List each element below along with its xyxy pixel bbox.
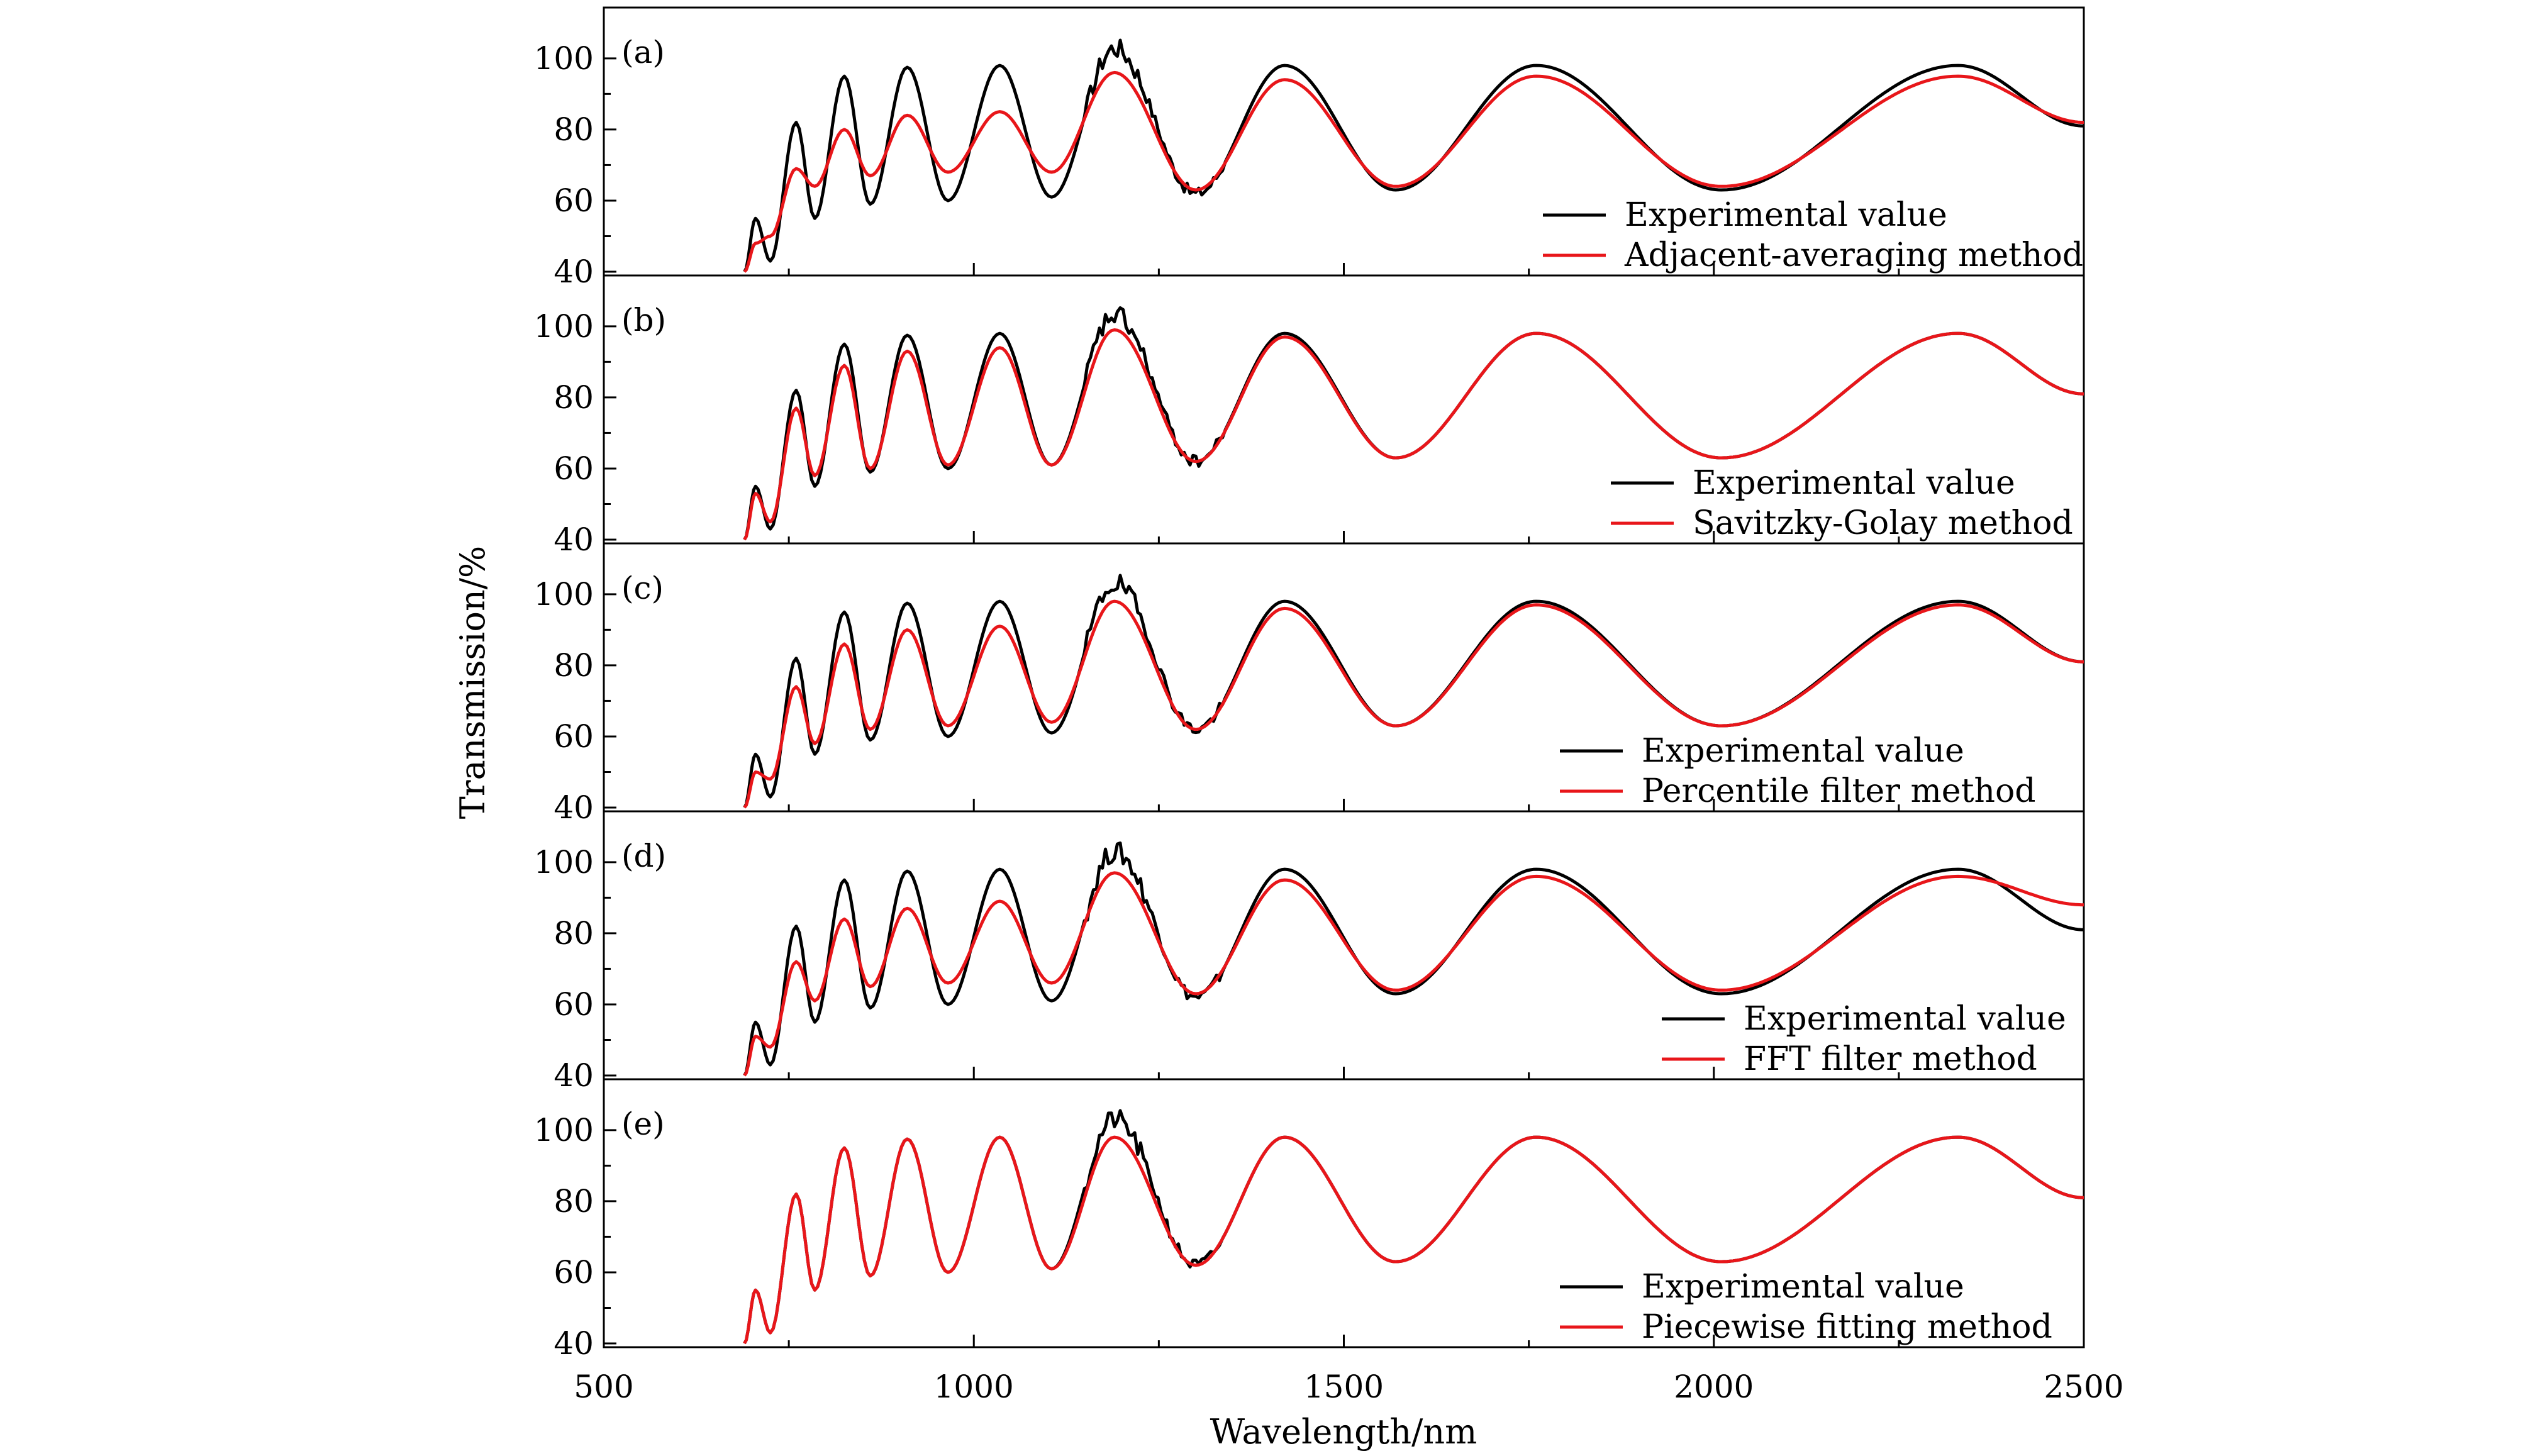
- legend-experimental-label: Experimental value: [1744, 1000, 2066, 1038]
- panel-frame: [603, 1078, 2085, 1348]
- y-tick-label: 40: [554, 789, 594, 826]
- panel-frame: [603, 6, 2085, 277]
- legend-fit-label: Piecewise fitting method: [1642, 1308, 2052, 1346]
- x-tick-label: 1500: [1304, 1369, 1384, 1405]
- series-fit-line: [743, 328, 2084, 541]
- series-fit-line: [743, 871, 2084, 1077]
- legend-fit-label: Savitzky-Golay method: [1693, 504, 2073, 542]
- series-fit-line: [743, 70, 2084, 273]
- panel-1: 40 60 80 100 (a) Experimental valueAdjacent-a…: [534, 6, 2085, 290]
- panel-frame: [603, 274, 2085, 545]
- y-tick-label: 60: [554, 718, 594, 755]
- y-tick-label: 80: [554, 379, 594, 416]
- panel-frame: [603, 810, 2085, 1081]
- legend-fit-label: Percentile filter method: [1642, 772, 2036, 810]
- series-fit-line: [743, 599, 2084, 809]
- y-tick-label: 40: [554, 253, 594, 290]
- legend-experimental-label: Experimental value: [1625, 196, 1947, 234]
- y-tick-label: 80: [554, 915, 594, 952]
- y-tick-label: 40: [554, 1057, 594, 1094]
- panel-frame: [603, 542, 2085, 813]
- y-tick-label: 60: [554, 1254, 594, 1291]
- panel-label: (e): [621, 1106, 665, 1142]
- x-tick-label: 1000: [934, 1369, 1014, 1405]
- x-tick-label: 2500: [2044, 1369, 2123, 1405]
- panel-5: 40 60 80 100 (e) Experimental valuePiecewise …: [534, 1078, 2085, 1362]
- panel-2: 40 60 80 100 (b) Experimental valueSavitzky-G…: [534, 274, 2085, 558]
- y-tick-label: 100: [534, 1112, 594, 1148]
- legend-experimental-label: Experimental value: [1642, 1268, 1964, 1306]
- y-tick-label: 80: [554, 647, 594, 684]
- y-tick-label: 80: [554, 1183, 594, 1220]
- x-axis-title: Wavelength/nm: [1210, 1412, 1477, 1452]
- y-tick-label: 60: [554, 986, 594, 1023]
- series-experimental-line: [743, 841, 2084, 1077]
- panel-label: (b): [621, 302, 666, 338]
- x-tick-label: 2000: [1674, 1369, 1754, 1405]
- legend-experimental-label: Experimental value: [1642, 732, 1964, 770]
- panel-label: (a): [621, 34, 665, 70]
- panel-label: (d): [621, 838, 666, 874]
- y-tick-label: 80: [554, 111, 594, 148]
- series-experimental-line: [743, 38, 2084, 273]
- y-tick-label: 60: [554, 182, 594, 219]
- y-tick-label: 100: [534, 308, 594, 345]
- legend-experimental-label: Experimental value: [1693, 464, 2015, 502]
- y-tick-label: 60: [554, 450, 594, 487]
- panel-label: (c): [621, 570, 664, 606]
- y-axis-title: Transmission/%: [453, 546, 492, 819]
- panel-3: 40 60 80 100 (c) Experimental valuePercentile…: [534, 542, 2085, 826]
- x-tick-label: 500: [574, 1369, 633, 1405]
- legend-fit-label: FFT filter method: [1744, 1040, 2037, 1078]
- y-tick-label: 100: [534, 576, 594, 613]
- series-fit-line: [743, 1135, 2084, 1345]
- y-tick-label: 40: [554, 1325, 594, 1362]
- legend-fit-label: Adjacent-averaging method: [1624, 236, 2083, 274]
- y-tick-label: 40: [554, 521, 594, 558]
- x-axis: 500 1000 1500 2000 2500: [574, 1369, 2123, 1405]
- y-tick-label: 100: [534, 844, 594, 881]
- y-tick-label: 100: [534, 40, 594, 77]
